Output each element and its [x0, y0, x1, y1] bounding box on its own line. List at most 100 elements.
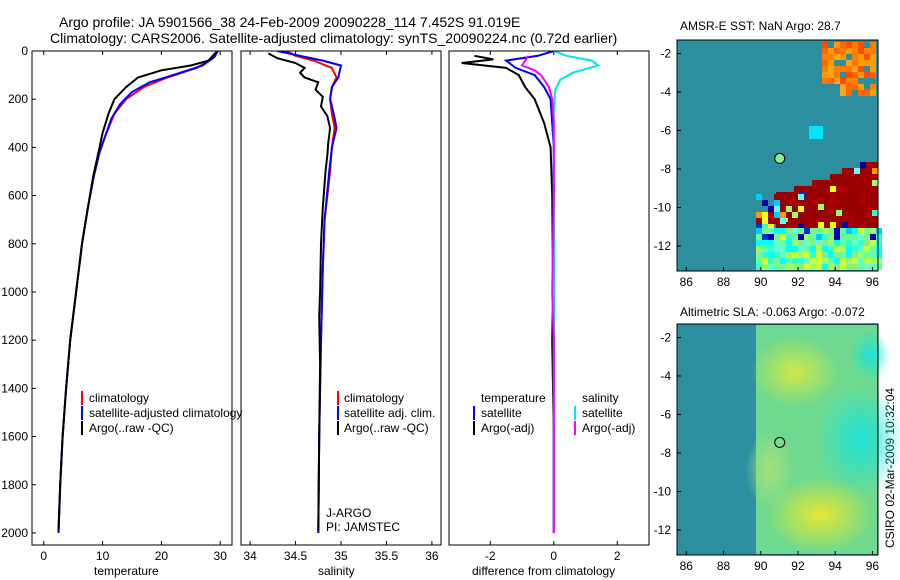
sst-cell	[860, 180, 866, 186]
sst-cell	[866, 192, 872, 198]
x-tick-label: 35.5	[375, 549, 399, 563]
sst-cell	[830, 222, 836, 228]
sst-cell	[828, 246, 834, 252]
sst-cell	[822, 78, 828, 84]
sst-cell	[816, 228, 822, 234]
sst-cell	[774, 212, 780, 218]
temperature-panel: 0 200 400 600 800 1000 1200 1400 1600 1800 2000 0 1…	[1, 44, 242, 578]
sst-cell	[774, 252, 780, 258]
lat-tick-label: -10	[654, 200, 672, 214]
salinity-axes-box	[240, 50, 442, 546]
sst-cell	[858, 54, 864, 60]
sst-cell	[840, 234, 846, 240]
sst-cell	[846, 90, 852, 96]
sst-cell	[816, 246, 822, 252]
sst-cell	[824, 180, 830, 186]
sst-cell	[864, 258, 870, 264]
sst-cell	[870, 48, 876, 54]
sst-cell	[822, 246, 828, 252]
sst-cell	[762, 252, 768, 258]
sst-cell	[870, 264, 876, 270]
sst-cell	[788, 216, 794, 222]
sst-cell	[824, 198, 830, 204]
sst-cell	[846, 258, 852, 264]
sst-cell	[794, 192, 800, 198]
sst-cell	[828, 54, 834, 60]
temperature-legend: climatology satellite-adjusted climatolo…	[81, 391, 242, 435]
depth-tick-label: 400	[8, 140, 28, 154]
sst-cell	[836, 216, 842, 222]
sst-cell	[774, 206, 780, 212]
sst-cell	[786, 258, 792, 264]
sst-cell	[828, 72, 834, 78]
sst-cell	[810, 258, 816, 264]
sst-cell	[792, 228, 798, 234]
lat-tick-label: -12	[654, 239, 672, 253]
x-tick-label: -2	[485, 549, 496, 563]
sst-cell	[834, 42, 840, 48]
x-tick-label: 34.5	[284, 549, 308, 563]
sst-cell	[870, 90, 876, 96]
sst-cell	[846, 84, 852, 90]
sst-cell	[834, 240, 840, 246]
sst-cell	[840, 78, 846, 84]
series-line-salinity-argo-adj-	[520, 55, 555, 533]
sst-cell	[822, 72, 828, 78]
sst-cell	[762, 264, 768, 270]
sst-cell	[756, 218, 762, 224]
sst-cell	[842, 192, 848, 198]
sst-cell	[756, 212, 762, 218]
sst-cell	[854, 174, 860, 180]
sst-cell	[804, 264, 810, 270]
temperature-series	[57, 51, 219, 534]
depth-tick-label: 1200	[1, 333, 28, 347]
sst-cell	[834, 72, 840, 78]
sst-cell	[768, 206, 774, 212]
sst-cell	[822, 240, 828, 246]
temperature-axes-box	[31, 50, 233, 546]
sst-cell	[864, 48, 870, 54]
sst-cell	[800, 216, 806, 222]
sst-cell	[842, 186, 848, 192]
sst-cell	[848, 192, 854, 198]
lat-tick-label: -6	[660, 123, 671, 137]
sst-cell	[870, 54, 876, 60]
sst-cell	[780, 200, 786, 206]
sst-cell	[828, 264, 834, 270]
sst-cell	[876, 228, 882, 234]
sst-cell	[836, 204, 842, 210]
difference-ticks: -2 0 2	[485, 51, 621, 563]
sst-cell	[840, 252, 846, 258]
sst-cell	[798, 234, 804, 240]
sst-cell	[854, 198, 860, 204]
sst-cell	[828, 48, 834, 54]
sst-cell	[876, 258, 882, 264]
sst-cell	[834, 246, 840, 252]
sst-cell	[866, 168, 872, 174]
sst-cell	[860, 186, 866, 192]
sst-cell	[846, 78, 852, 84]
sst-cell	[860, 210, 866, 216]
depth-tick-label: 1400	[1, 381, 28, 395]
sst-cell	[780, 234, 786, 240]
series-line-temperature-argo-adj-	[461, 54, 555, 533]
difference-panel: -2 0 2 difference from climatology tempera…	[448, 50, 650, 578]
sst-cell	[806, 204, 812, 210]
sst-cell	[836, 186, 842, 192]
depth-tick-label: 2000	[1, 526, 28, 540]
sst-cell	[756, 252, 762, 258]
sst-cell	[762, 258, 768, 264]
sst-cell	[780, 212, 786, 218]
x-tick-label: 20	[155, 549, 169, 563]
sst-cell	[816, 252, 822, 258]
sst-cell	[866, 216, 872, 222]
sst-cell	[864, 246, 870, 252]
sst-cell	[762, 224, 768, 230]
sst-cell	[866, 222, 872, 228]
sst-cell	[854, 204, 860, 210]
depth-tick-label: 600	[8, 189, 28, 203]
sst-cell	[858, 60, 864, 66]
depth-tick-label: 0	[21, 44, 28, 58]
sst-cell	[804, 246, 810, 252]
lon-tick-label: 96	[866, 275, 880, 289]
